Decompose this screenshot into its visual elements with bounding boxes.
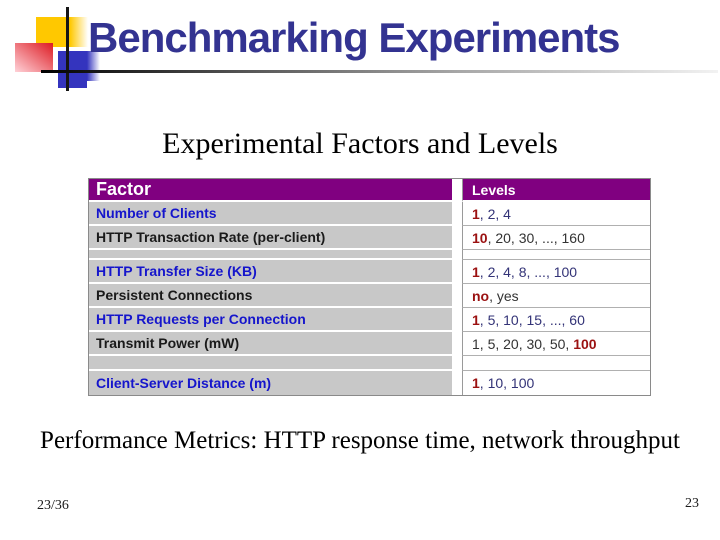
column-gap bbox=[452, 250, 462, 260]
table-body: Number of Clients 1, 2, 4 HTTP Transacti… bbox=[89, 202, 650, 395]
logo-pink-square-icon bbox=[15, 43, 53, 72]
levels-highlight-text: 1 bbox=[472, 263, 480, 280]
levels-highlight-text: no bbox=[472, 287, 490, 304]
column-gap bbox=[452, 356, 462, 371]
factor-cell: HTTP Requests per Connection bbox=[89, 308, 452, 332]
table-row: Client-Server Distance (m) 1, 10, 100 bbox=[89, 371, 650, 395]
levels-text: , yes bbox=[489, 287, 519, 304]
levels-cell: 1, 2, 4 bbox=[462, 202, 650, 226]
levels-highlight-text: 10 bbox=[472, 229, 488, 246]
performance-metrics-text: Performance Metrics: HTTP response time,… bbox=[40, 427, 680, 454]
table-row: HTTP Requests per Connection 1, 5, 10, 1… bbox=[89, 308, 650, 332]
levels-cell bbox=[462, 356, 650, 371]
logo-blue-square-icon bbox=[58, 51, 87, 88]
column-gap bbox=[452, 179, 462, 202]
levels-text: , 5, 10, 15, ..., 60 bbox=[479, 311, 585, 328]
levels-header-cell: Levels bbox=[462, 179, 650, 202]
levels-cell: 1, 2, 4, 8, ..., 100 bbox=[462, 260, 650, 284]
slide-subtitle: Experimental Factors and Levels bbox=[162, 127, 558, 160]
page-number: 23 bbox=[685, 496, 699, 511]
levels-highlight-text: 1 bbox=[472, 375, 480, 391]
levels-cell: no, yes bbox=[462, 284, 650, 308]
factor-cell: Number of Clients bbox=[89, 202, 452, 226]
column-gap bbox=[452, 332, 462, 356]
factor-header-cell: Factor bbox=[89, 179, 452, 202]
levels-highlight-text: 1 bbox=[472, 205, 480, 222]
table-header-row: Factor Levels bbox=[89, 179, 650, 202]
factor-cell: Persistent Connections bbox=[89, 284, 452, 308]
table-spacer-row bbox=[89, 250, 650, 260]
factor-cell bbox=[89, 250, 452, 260]
slide-title: Benchmarking Experiments bbox=[88, 14, 621, 61]
table-row: Transmit Power (mW) 1, 5, 20, 30, 50, 10… bbox=[89, 332, 650, 356]
levels-text: , 10, 100 bbox=[479, 375, 535, 391]
levels-cell: 1, 10, 100 bbox=[462, 371, 650, 395]
table-row: HTTP Transfer Size (KB) 1, 2, 4, 8, ...,… bbox=[89, 260, 650, 284]
levels-cell: 1, 5, 20, 30, 50, 100 bbox=[462, 332, 650, 356]
factor-cell: Transmit Power (mW) bbox=[89, 332, 452, 356]
logo-blue-fade-icon bbox=[87, 51, 100, 81]
levels-text: , 2, 4, 8, ..., 100 bbox=[479, 263, 578, 280]
page-indicator: 23/36 bbox=[37, 498, 69, 513]
table-row: HTTP Transaction Rate (per-client) 10, 2… bbox=[89, 226, 650, 250]
factor-cell bbox=[89, 356, 452, 371]
levels-cell: 10, 20, 30, ..., 160 bbox=[462, 226, 650, 250]
factors-table: Factor Levels Number of Clients 1, 2, 4 … bbox=[88, 178, 651, 396]
table-row: Number of Clients 1, 2, 4 bbox=[89, 202, 650, 226]
column-gap bbox=[452, 284, 462, 308]
factor-cell: HTTP Transaction Rate (per-client) bbox=[89, 226, 452, 250]
levels-text: 1, 5, 20, 30, 50, bbox=[472, 335, 574, 352]
logo-yellow-square-icon bbox=[36, 17, 70, 47]
column-gap bbox=[452, 260, 462, 284]
logo-yellow-fade-icon bbox=[70, 17, 88, 47]
levels-cell: 1, 5, 10, 15, ..., 60 bbox=[462, 308, 650, 332]
column-gap bbox=[452, 308, 462, 332]
title-underline bbox=[41, 70, 718, 73]
levels-highlight-text: 1 bbox=[472, 311, 480, 328]
levels-text: , 20, 30, ..., 160 bbox=[487, 229, 585, 246]
levels-highlight-text: 100 bbox=[573, 335, 597, 352]
levels-text: , 2, 4 bbox=[479, 205, 511, 222]
table-spacer-row bbox=[89, 356, 650, 371]
table-row: Persistent Connections no, yes bbox=[89, 284, 650, 308]
factor-cell: HTTP Transfer Size (KB) bbox=[89, 260, 452, 284]
levels-cell bbox=[462, 250, 650, 260]
logo-vertical-line bbox=[66, 7, 69, 91]
column-gap bbox=[452, 226, 462, 250]
factor-cell: Client-Server Distance (m) bbox=[89, 371, 452, 395]
column-gap bbox=[452, 202, 462, 226]
column-gap bbox=[452, 371, 462, 395]
